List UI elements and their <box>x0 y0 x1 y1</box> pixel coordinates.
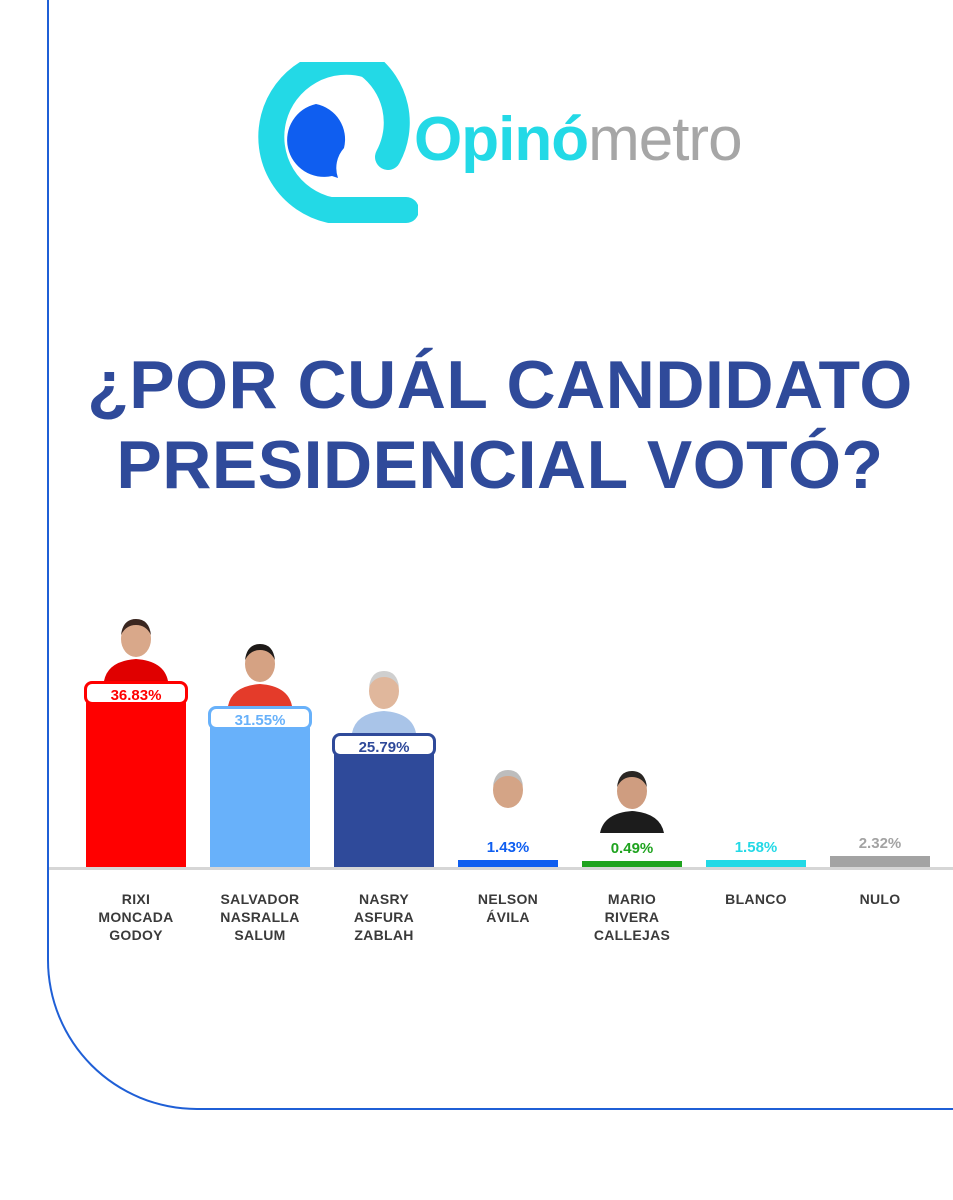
bar <box>458 860 558 867</box>
bar <box>706 859 806 867</box>
candidate-photo <box>96 611 176 681</box>
category-label: NASRY ASFURA ZABLAH <box>353 891 415 943</box>
data-label: 2.32% <box>858 835 902 853</box>
bar <box>830 856 930 867</box>
title-line-1: ¿POR CUÁL CANDIDATO <box>87 347 913 423</box>
data-label: 0.49% <box>610 840 654 857</box>
data-label: 25.79% <box>332 733 436 757</box>
data-label: 1.43% <box>486 839 530 857</box>
category-label: BLANCO <box>725 891 787 907</box>
candidate-photo <box>592 763 672 833</box>
bar <box>210 717 310 867</box>
category-label: SALVADOR NASRALLA SALUM <box>220 891 300 943</box>
category-label: MARIO RIVERA CALLEJAS <box>593 891 671 943</box>
bar <box>334 745 434 867</box>
opinometro-logo: Opinómetro <box>218 48 788 227</box>
data-label: 1.58% <box>734 838 778 856</box>
category-label: NELSON ÁVILA <box>477 891 539 925</box>
candidate-photo <box>220 636 300 706</box>
logo-word-bold: Opinó <box>414 105 589 174</box>
title-line-2: PRESIDENCIAL VOTÓ? <box>116 427 884 503</box>
logo-word-light: metro <box>588 105 742 174</box>
chart-baseline <box>49 867 953 870</box>
candidate-photo <box>468 762 548 833</box>
candidate-photo <box>344 663 424 733</box>
category-label: NULO <box>859 891 901 907</box>
page-title: ¿POR CUÁL CANDIDATO PRESIDENCIAL VOTÓ? <box>47 345 953 505</box>
logo-mark-icon <box>258 48 419 223</box>
bar <box>582 861 682 867</box>
bar <box>86 692 186 867</box>
data-label: 31.55% <box>208 705 312 730</box>
logo-wordmark: Opinómetro <box>414 100 743 180</box>
category-label: RIXI MONCADA GODOY <box>98 891 174 943</box>
page-frame-line <box>47 0 953 1110</box>
data-label: 36.83% <box>84 680 188 705</box>
